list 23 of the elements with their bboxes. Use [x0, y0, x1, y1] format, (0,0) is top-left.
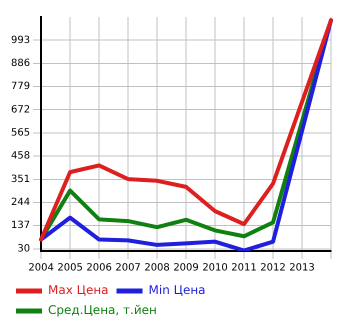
legend-label: Сред.Цена, т.йен	[48, 303, 157, 318]
y-tick-label: 886	[10, 58, 30, 69]
x-tick-label: 2012	[260, 262, 286, 274]
x-tick-label: 2011	[231, 262, 257, 274]
y-tick-label: 672	[10, 104, 30, 116]
y-tick-label: 458	[10, 150, 30, 162]
legend-label: Min Цена	[148, 283, 206, 298]
y-tick-label: 779	[10, 81, 30, 92]
y-tick-label: 351	[10, 174, 30, 185]
x-tick-label: 2013	[289, 262, 315, 274]
x-tick-label: 2005	[57, 262, 83, 274]
legend-label: Max Цена	[48, 283, 109, 298]
x-tick-label: 2010	[202, 262, 228, 274]
x-tick-label: 2009	[173, 262, 199, 274]
x-tick-label: 2007	[115, 262, 141, 274]
x-tick-label: 2008	[144, 262, 170, 274]
x-tick-label: 2004	[28, 262, 54, 274]
x-tick-label: 2006	[86, 262, 112, 274]
y-tick-label: 137	[10, 220, 30, 232]
y-tick-label: 30	[17, 243, 30, 254]
y-tick-label: 993	[10, 34, 30, 46]
y-tick-label: 244	[10, 197, 30, 208]
y-tick-label: 565	[10, 128, 30, 139]
